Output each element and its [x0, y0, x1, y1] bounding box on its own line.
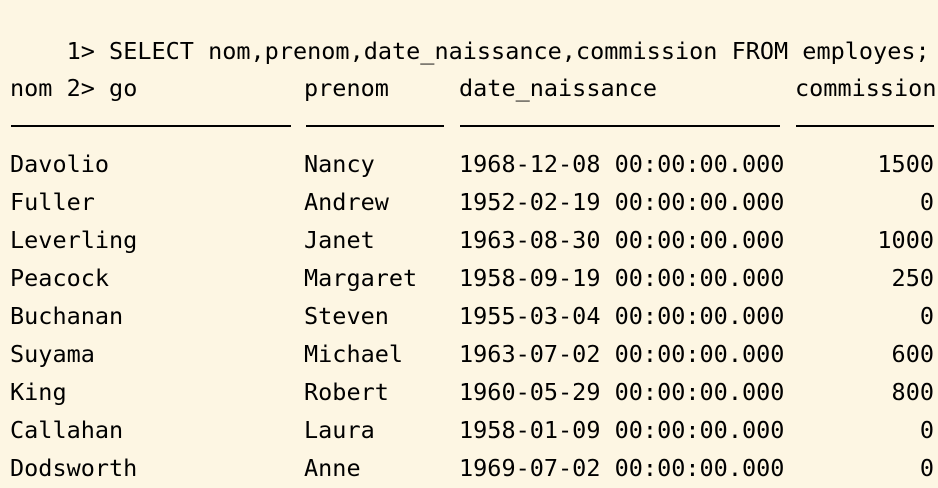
cell-prenom: Andrew	[304, 188, 389, 216]
cell-date-naissance: 1958-01-09 00:00:00.000	[459, 416, 785, 444]
cell-prenom: Janet	[304, 226, 375, 254]
cell-prenom: Robert	[304, 378, 389, 406]
cell-date-naissance: 1955-03-04 00:00:00.000	[459, 302, 785, 330]
prompt-line-2: 2> go	[10, 31, 138, 102]
cell-prenom: Margaret	[304, 264, 418, 292]
separator-prenom	[306, 125, 444, 127]
cell-commission: 1500	[877, 150, 934, 178]
cell-commission: 1000	[877, 226, 934, 254]
cell-commission: 0	[919, 188, 934, 216]
column-header-date-naissance: date_naissance	[459, 74, 658, 102]
table-row: Leverling Janet 1963-08-30 00:00:00.000 100…	[10, 221, 934, 259]
column-header-commission: commission	[795, 74, 937, 102]
cell-date-naissance: 1963-07-02 00:00:00.000	[459, 340, 785, 368]
cell-date-naissance: 1963-08-30 00:00:00.000	[459, 226, 785, 254]
column-header-row: nom prenom date_naissance commission	[10, 69, 937, 107]
cell-date-naissance: 1960-05-29 00:00:00.000	[459, 378, 785, 406]
table-row: Suyama Michael 1963-07-02 00:00:00.000 600	[10, 335, 934, 373]
separator-row	[10, 107, 934, 145]
cell-prenom: Nancy	[304, 150, 375, 178]
cell-nom: Peacock	[10, 264, 110, 292]
cell-date-naissance: 1968-12-08 00:00:00.000	[459, 150, 785, 178]
separator-date-naissance	[460, 125, 780, 127]
cell-prenom: Steven	[304, 302, 389, 330]
cell-date-naissance: 1952-02-19 00:00:00.000	[459, 188, 785, 216]
cell-prenom: Anne	[304, 454, 361, 482]
cell-commission: 600	[891, 340, 934, 368]
table-row: Fuller Andrew 1952-02-19 00:00:00.000 0	[10, 183, 934, 221]
table-row: Davolio Nancy 1968-12-08 00:00:00.000 1500	[10, 145, 934, 183]
cell-nom: Buchanan	[10, 302, 124, 330]
cell-commission: 0	[919, 302, 934, 330]
cell-commission: 0	[919, 454, 934, 482]
cell-nom: Leverling	[10, 226, 138, 254]
cell-commission: 800	[891, 378, 934, 406]
cell-nom: Callahan	[10, 416, 124, 444]
table-row: Peacock Margaret 1958-09-19 00:00:00.000 25…	[10, 259, 934, 297]
cell-prenom: Laura	[304, 416, 375, 444]
column-header-prenom: prenom	[304, 74, 389, 102]
cell-commission: 250	[891, 264, 934, 292]
cell-date-naissance: 1958-09-19 00:00:00.000	[459, 264, 785, 292]
cell-date-naissance: 1969-07-02 00:00:00.000	[459, 454, 785, 482]
prompt-number: 2>	[66, 74, 95, 102]
prompt-number: 1>	[66, 37, 95, 65]
command-text: go	[109, 74, 138, 102]
cell-nom: Fuller	[10, 188, 95, 216]
separator-nom	[11, 125, 291, 127]
prompt-line-1: 1> SELECT nom,prenom,date_naissance,comm…	[10, 0, 930, 65]
column-header-nom: nom	[10, 74, 53, 102]
separator-commission	[796, 125, 934, 127]
table-row: Callahan Laura 1958-01-09 00:00:00.000 0	[10, 411, 934, 449]
cell-nom: Davolio	[10, 150, 110, 178]
cell-commission: 0	[919, 416, 934, 444]
table-row: Buchanan Steven 1955-03-04 00:00:00.000 0	[10, 297, 934, 335]
cell-nom: Suyama	[10, 340, 95, 368]
cell-nom: King	[10, 378, 67, 406]
cell-nom: Dodsworth	[10, 454, 138, 482]
command-text: SELECT nom,prenom,date_naissance,commiss…	[109, 37, 930, 65]
table-row: Dodsworth Anne 1969-07-02 00:00:00.000 0	[10, 449, 934, 487]
cell-prenom: Michael	[304, 340, 404, 368]
table-row: King Robert 1960-05-29 00:00:00.000 800	[10, 373, 934, 411]
